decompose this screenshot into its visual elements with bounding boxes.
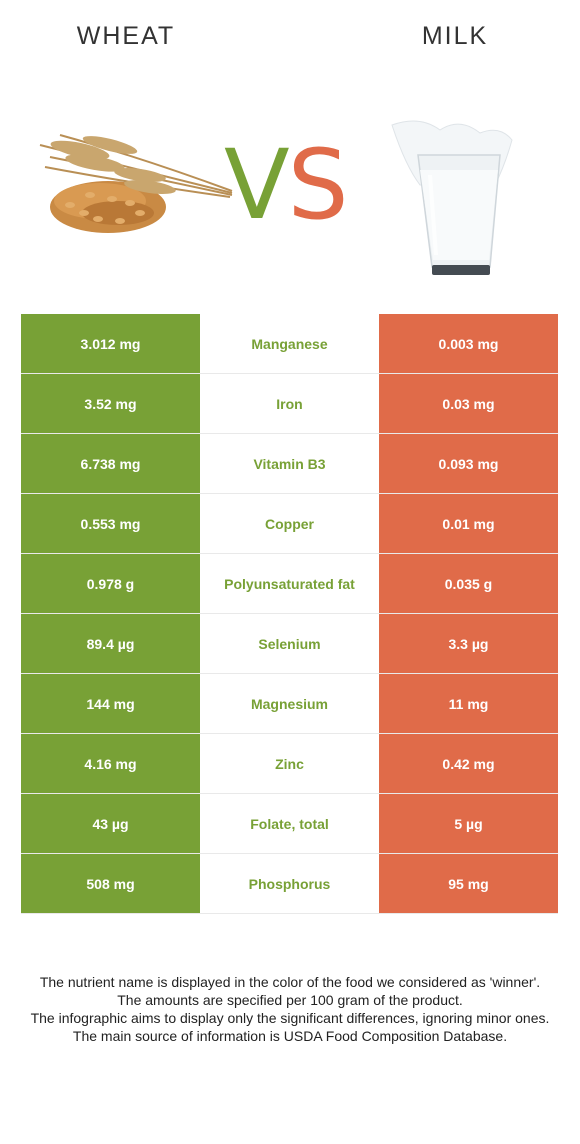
table-row: 43 µg Folate, total 5 µg: [21, 793, 558, 854]
table-row: 0.978 g Polyunsaturated fat 0.035 g: [21, 553, 558, 614]
table-row: 3.52 mg Iron 0.03 mg: [21, 373, 558, 434]
right-value: 0.03 mg: [379, 373, 558, 434]
footer-notes: The nutrient name is displayed in the co…: [10, 973, 570, 1045]
left-value: 6.738 mg: [21, 433, 200, 494]
left-value: 3.52 mg: [21, 373, 200, 434]
nutrient-name: Zinc: [200, 733, 379, 794]
nutrient-name: Folate, total: [200, 793, 379, 854]
right-value: 0.035 g: [379, 553, 558, 614]
table-row: 508 mg Phosphorus 95 mg: [21, 853, 558, 914]
nutrient-name: Polyunsaturated fat: [200, 553, 379, 614]
table-row: 6.738 mg Vitamin B3 0.093 mg: [21, 433, 558, 494]
right-value: 3.3 µg: [379, 613, 558, 674]
nutrient-name: Vitamin B3: [200, 433, 379, 494]
left-value: 4.16 mg: [21, 733, 200, 794]
vs-s-letter: S: [287, 129, 349, 241]
footer-note: The main source of information is USDA F…: [72, 1028, 508, 1044]
left-value: 89.4 µg: [21, 613, 200, 674]
right-value: 0.093 mg: [379, 433, 558, 494]
nutrient-name: Copper: [200, 493, 379, 554]
wheat-image: [39, 134, 233, 233]
right-value: 5 µg: [379, 793, 558, 854]
left-value: 144 mg: [21, 673, 200, 734]
milk-glass-image: [391, 120, 513, 275]
vs-label: VS: [224, 135, 349, 235]
table-row: 89.4 µg Selenium 3.3 µg: [21, 613, 558, 674]
right-value: 11 mg: [379, 673, 558, 734]
left-value: 508 mg: [21, 853, 200, 914]
right-food-title: MILK: [421, 22, 489, 50]
right-value: 0.003 mg: [379, 314, 558, 374]
nutrient-name: Iron: [200, 373, 379, 434]
table-row: 0.553 mg Copper 0.01 mg: [21, 493, 558, 554]
vs-v-letter: V: [224, 129, 290, 241]
left-value: 3.012 mg: [21, 314, 200, 374]
nutrient-name: Magnesium: [200, 673, 379, 734]
hero-illustration: [39, 120, 513, 275]
nutrient-comparison-table: 3.012 mg Manganese 0.003 mg 3.52 mg Iron…: [21, 314, 558, 914]
footer-note: The amounts are specified per 100 gram o…: [117, 992, 463, 1008]
footer-note: The nutrient name is displayed in the co…: [39, 974, 541, 990]
nutrient-name: Selenium: [200, 613, 379, 674]
table-row: 3.012 mg Manganese 0.003 mg: [21, 314, 558, 374]
nutrient-name: Manganese: [200, 314, 379, 374]
footer-note: The infographic aims to display only the…: [30, 1010, 550, 1026]
right-value: 0.42 mg: [379, 733, 558, 794]
table-row: 144 mg Magnesium 11 mg: [21, 673, 558, 734]
left-food-title: WHEAT: [76, 22, 176, 50]
table-row: 4.16 mg Zinc 0.42 mg: [21, 733, 558, 794]
right-value: 95 mg: [379, 853, 558, 914]
nutrient-name: Phosphorus: [200, 853, 379, 914]
left-value: 0.553 mg: [21, 493, 200, 554]
right-value: 0.01 mg: [379, 493, 558, 554]
left-value: 43 µg: [21, 793, 200, 854]
left-value: 0.978 g: [21, 553, 200, 614]
